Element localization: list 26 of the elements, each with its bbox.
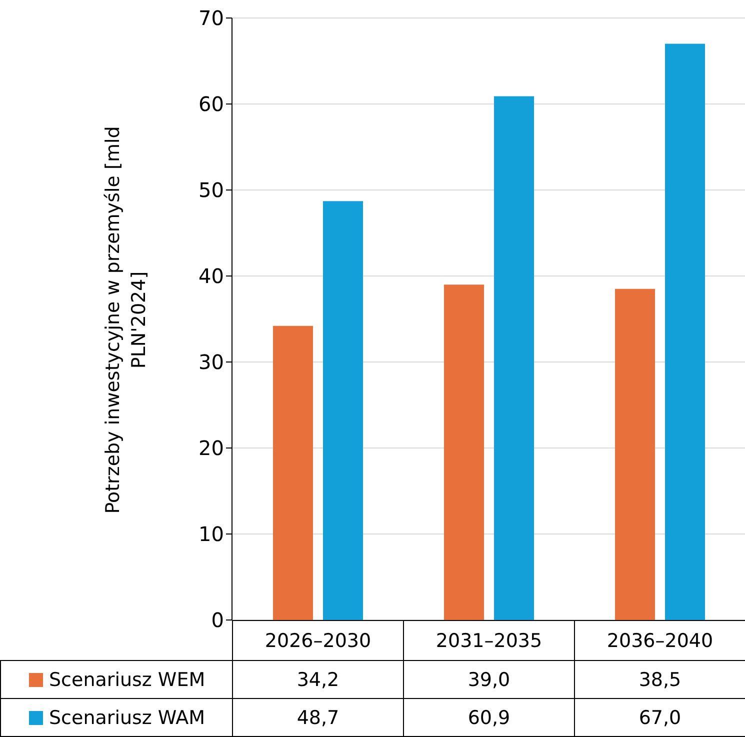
- legend-label: Scenariusz WAM: [0, 698, 232, 736]
- y-tick-label: 10: [198, 522, 224, 546]
- data-label: 34,2: [232, 660, 404, 698]
- bar: [494, 96, 534, 620]
- y-tick-label: 50: [198, 178, 224, 202]
- y-tick-label: 0: [211, 608, 224, 632]
- bar: [444, 284, 484, 620]
- data-label: 60,9: [404, 698, 574, 736]
- y-axis-title: Potrzeby inwestycyjne w przemyśle [mld PLN'2024]: [101, 125, 151, 516]
- data-label: 38,5: [574, 660, 745, 698]
- y-tick-label: 70: [198, 6, 224, 30]
- legend-label: Scenariusz WEM: [0, 660, 232, 698]
- y-tick-label: 60: [198, 92, 224, 116]
- y-tick-label: 20: [198, 436, 224, 460]
- data-label: 48,7: [232, 698, 404, 736]
- bar: [615, 288, 655, 620]
- bar: [273, 326, 313, 620]
- x-tick-label: 2031–2035: [404, 620, 574, 660]
- x-tick-label: 2036–2040: [574, 620, 745, 660]
- bar: [323, 201, 363, 620]
- y-tick-label: 30: [198, 350, 224, 374]
- bar: [665, 44, 705, 620]
- x-tick-label: 2026–2030: [232, 620, 404, 660]
- data-label: 39,0: [404, 660, 574, 698]
- data-label: 67,0: [574, 698, 745, 736]
- y-tick-label: 40: [198, 264, 224, 288]
